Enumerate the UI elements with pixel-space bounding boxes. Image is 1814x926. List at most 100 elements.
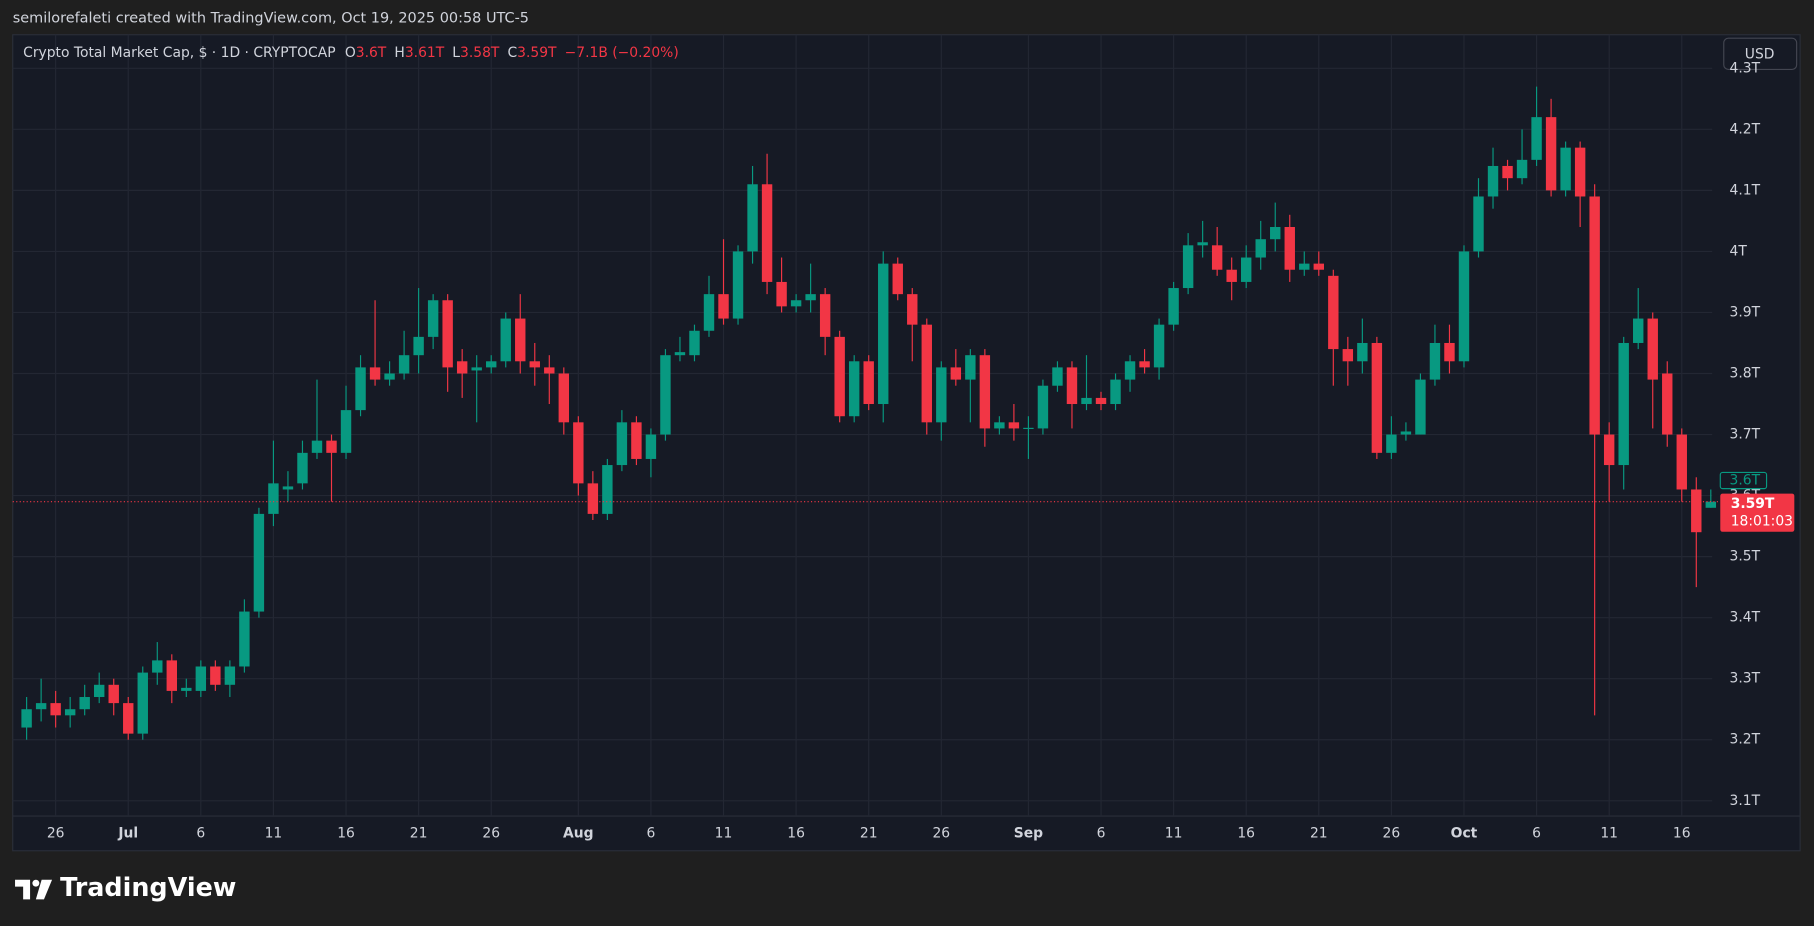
candle-body (268, 483, 279, 514)
candle-body (369, 367, 381, 380)
candle-body (1545, 117, 1557, 191)
candle-body (64, 709, 76, 716)
candle-body (195, 666, 207, 691)
candle-body (558, 373, 570, 423)
candle-body (1081, 397, 1092, 405)
x-tick-label: Sep (1014, 825, 1043, 841)
logo-dot (32, 879, 40, 887)
candle-body (1531, 117, 1542, 160)
candle-body (79, 697, 90, 710)
candle-body (529, 361, 540, 368)
candle-body (602, 465, 613, 514)
x-tick-label: Oct (1451, 825, 1478, 841)
open-tag-value: 3.6T (1730, 473, 1761, 489)
candle-body (1458, 251, 1470, 362)
x-tick-label: 16 (1237, 825, 1255, 841)
candle-body (587, 483, 599, 514)
price-tag-value: 3.59T (1731, 496, 1775, 512)
candle-body (50, 703, 61, 716)
candle-body (93, 684, 105, 698)
candle-body (892, 263, 903, 295)
candle-body (137, 672, 148, 734)
brand-name: TradingView (60, 873, 236, 903)
candle-body (1705, 501, 1717, 508)
candle-body (994, 422, 1005, 429)
candle-body (1284, 227, 1295, 270)
candle-body (1574, 147, 1586, 197)
candle-body (442, 300, 453, 368)
candle-body (1153, 324, 1165, 368)
x-tick-label: 11 (265, 825, 283, 841)
x-tick-label: 26 (932, 825, 950, 841)
candle-body (123, 703, 134, 734)
y-tick-label: 3.4T (1730, 610, 1761, 626)
legend-value: 3.61T (405, 45, 445, 61)
legend-key: L (452, 45, 460, 61)
currency-button[interactable] (1723, 37, 1798, 71)
x-tick-label: 26 (1383, 825, 1401, 841)
candle-body (1168, 288, 1179, 325)
x-tick-label: 16 (1673, 825, 1691, 841)
candle-body (297, 452, 308, 484)
y-tick-label: 4.2T (1730, 121, 1761, 137)
candle-body (805, 294, 816, 301)
candle-body (761, 184, 773, 282)
logo-mark (15, 879, 31, 900)
candle-body (340, 410, 352, 453)
price-tag (1720, 493, 1795, 532)
y-tick-label: 3.8T (1730, 365, 1761, 381)
candle-body (819, 294, 831, 337)
candle-body (1052, 367, 1063, 386)
candle-body (108, 684, 119, 704)
x-tick-label: 21 (860, 825, 878, 841)
candle-body (210, 666, 221, 685)
candle-body (282, 486, 294, 490)
candle-body (1618, 342, 1629, 466)
price-countdown: 18:01:03 (1731, 513, 1793, 529)
candle-body (1516, 159, 1528, 179)
x-tick-label: 6 (647, 825, 656, 841)
candle-body (1357, 342, 1368, 362)
y-tick-label: 3.2T (1730, 732, 1761, 748)
legend-value: 3.59T (517, 45, 557, 61)
candle-body (1662, 373, 1673, 435)
candle-body (1240, 257, 1252, 282)
candle-body (239, 611, 250, 667)
open-tag (1719, 471, 1768, 490)
x-tick-label: 21 (410, 825, 428, 841)
y-tick-label: 4.1T (1730, 182, 1761, 198)
legend-key: C (507, 45, 517, 61)
candle-body (776, 281, 787, 307)
candle-body (413, 336, 424, 356)
candle-body (834, 336, 845, 417)
candle-body (486, 361, 497, 368)
candle-body (1110, 379, 1121, 405)
candle-body (1313, 263, 1325, 270)
legend-change: −7.1B (−0.20%) (565, 45, 679, 61)
candle-body (747, 184, 758, 252)
currency-label[interactable]: USD (1745, 46, 1775, 62)
candle-body (1095, 397, 1107, 405)
candle-body (1487, 165, 1499, 197)
legend-key: H (394, 45, 404, 61)
candle-body (1008, 422, 1020, 429)
candle-body (1589, 196, 1600, 435)
candle-body (1429, 342, 1441, 380)
candle-body (544, 367, 555, 374)
legend-line: Crypto Total Market Cap, $ · 1D · CRYPTO… (23, 45, 679, 61)
candle-body (645, 434, 657, 459)
candle-body (907, 294, 918, 325)
y-tick-label: 3.3T (1730, 671, 1761, 687)
candle-body (1182, 245, 1194, 289)
candle-body (166, 660, 178, 691)
y-tick-label: 4T (1730, 243, 1748, 259)
candle-body (1386, 434, 1397, 453)
x-tick-label: 6 (1097, 825, 1106, 841)
candle-body (573, 422, 584, 484)
credit-line: semilorefaleti created with TradingView.… (13, 11, 529, 27)
candle-body (921, 324, 932, 423)
x-tick-label: 6 (1532, 825, 1541, 841)
candle-body (224, 666, 236, 685)
candle-body (863, 361, 874, 405)
